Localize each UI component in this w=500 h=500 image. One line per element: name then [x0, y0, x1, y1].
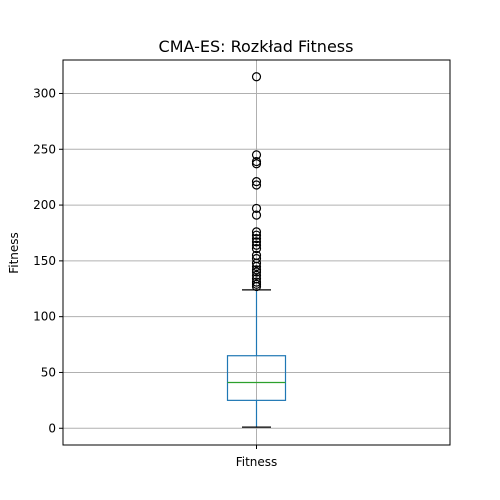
outlier-point [251, 240, 262, 250]
outlier-point [251, 72, 262, 82]
outlier-point [251, 261, 262, 272]
outlier-point [251, 281, 262, 292]
outlier-point [251, 177, 262, 187]
y-tick-label: 200 [33, 198, 56, 212]
x-axis: Fitness [236, 445, 278, 469]
outlier-point [251, 267, 262, 277]
chart-title: CMA-ES: Rozkład Fitness [159, 37, 354, 56]
outlier-point [251, 233, 262, 244]
y-tick-label: 50 [41, 365, 56, 379]
y-tick-label: 150 [33, 254, 56, 268]
outlier-point [251, 150, 262, 160]
y-tick-label: 250 [33, 142, 56, 156]
outlier-point [251, 258, 262, 268]
box-plot [226, 289, 287, 428]
iqr-box [226, 355, 287, 401]
outlier-point [251, 210, 262, 220]
x-tick-label: Fitness [236, 455, 278, 469]
outlier-point [251, 243, 262, 254]
y-axis-label: Fitness [7, 232, 21, 274]
outlier-point [251, 237, 262, 247]
y-axis: 0 50 100 150 200 250 300 [33, 86, 63, 435]
y-tick-label: 300 [33, 86, 56, 100]
outliers [251, 72, 262, 292]
outlier-point [251, 180, 262, 190]
outlier-point [251, 270, 262, 280]
outlier-point [251, 230, 262, 240]
y-tick-label: 0 [48, 421, 56, 435]
outlier-point [251, 227, 262, 237]
outlier-point [251, 159, 262, 169]
outlier-point [251, 203, 262, 214]
y-tick-label: 100 [33, 310, 56, 324]
